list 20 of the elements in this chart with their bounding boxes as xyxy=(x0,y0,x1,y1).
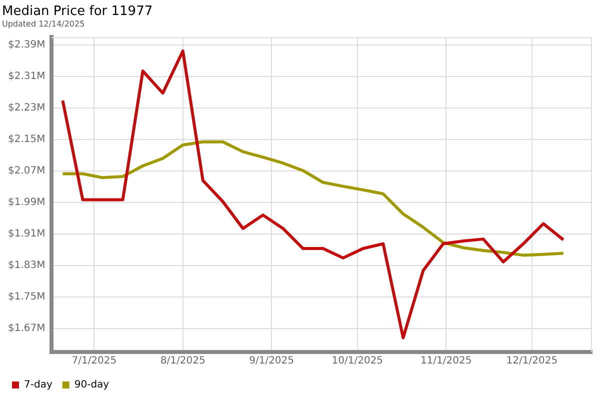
x-tick-label: 11/1/2025 xyxy=(420,356,472,367)
y-tick-label: $1.91M xyxy=(8,228,46,240)
y-tick-label: $1.67M xyxy=(8,322,46,334)
x-tick-label: 12/1/2025 xyxy=(506,356,558,367)
chart-title: Median Price for 11977 xyxy=(2,4,153,20)
y-tick-label: $2.07M xyxy=(8,166,46,177)
x-tick-label: 9/1/2025 xyxy=(249,356,294,367)
legend-label: 7-day xyxy=(24,380,52,391)
x-tick-label: 8/1/2025 xyxy=(160,356,206,367)
y-tick-label: $1.83M xyxy=(8,260,46,272)
x-tick-label: 7/1/2025 xyxy=(72,356,117,367)
y-tick-label: $1.75M xyxy=(8,292,46,303)
chart-subtitle: Updated 12/14/2025 xyxy=(2,19,85,28)
legend-label: 90-day xyxy=(74,380,110,391)
y-tick-label: $2.23M xyxy=(8,102,46,114)
y-tick-label: $2.39M xyxy=(8,40,46,51)
x-tick-label: 10/1/2025 xyxy=(332,356,384,367)
y-tick-label: $1.99M xyxy=(8,197,46,208)
y-tick-label: $2.31M xyxy=(8,71,46,82)
y-tick-label: $2.15M xyxy=(8,134,46,146)
